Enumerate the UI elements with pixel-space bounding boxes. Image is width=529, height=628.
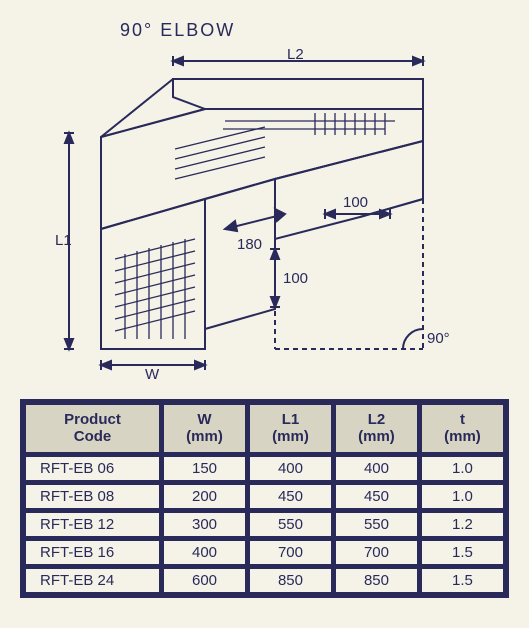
- cell-t: 1.5: [421, 568, 504, 593]
- dim-label-l1: L1: [55, 232, 72, 249]
- cell-w: 200: [163, 484, 246, 509]
- table-row: RFT-EB 082004504501.0: [25, 484, 504, 509]
- cell-w: 400: [163, 540, 246, 565]
- dim-label-100a: 100: [343, 194, 368, 211]
- cell-l1: 850: [249, 568, 332, 593]
- cell-l2: 550: [335, 512, 418, 537]
- cell-l1: 700: [249, 540, 332, 565]
- col-header-l1: L1(mm): [249, 404, 332, 453]
- cell-t: 1.2: [421, 512, 504, 537]
- page-title: 90° ELBOW: [120, 20, 509, 41]
- dim-label-100b: 100: [283, 270, 308, 287]
- cell-l2: 850: [335, 568, 418, 593]
- dim-label-180: 180: [237, 236, 262, 253]
- cell-t: 1.0: [421, 456, 504, 481]
- cell-code: RFT-EB 06: [25, 456, 160, 481]
- cell-w: 600: [163, 568, 246, 593]
- cell-l2: 700: [335, 540, 418, 565]
- cell-l2: 400: [335, 456, 418, 481]
- table-row: RFT-EB 164007007001.5: [25, 540, 504, 565]
- spec-table: ProductCodeW(mm)L1(mm)L2(mm)t(mm) RFT-EB…: [20, 399, 509, 598]
- cell-code: RFT-EB 08: [25, 484, 160, 509]
- elbow-diagram: L2 L1 W 180 100 100 90°: [25, 49, 505, 379]
- cell-t: 1.5: [421, 540, 504, 565]
- cell-code: RFT-EB 24: [25, 568, 160, 593]
- cell-l2: 450: [335, 484, 418, 509]
- cell-w: 150: [163, 456, 246, 481]
- col-header-t: t(mm): [421, 404, 504, 453]
- dim-label-90deg: 90°: [427, 330, 450, 347]
- col-header-w: W(mm): [163, 404, 246, 453]
- dim-label-w: W: [145, 366, 160, 379]
- col-header-code: ProductCode: [25, 404, 160, 453]
- table-row: RFT-EB 123005505501.2: [25, 512, 504, 537]
- dim-label-l2: L2: [287, 49, 304, 63]
- cell-w: 300: [163, 512, 246, 537]
- cell-l1: 550: [249, 512, 332, 537]
- cell-code: RFT-EB 16: [25, 540, 160, 565]
- table-row: RFT-EB 246008508501.5: [25, 568, 504, 593]
- cell-l1: 400: [249, 456, 332, 481]
- cell-code: RFT-EB 12: [25, 512, 160, 537]
- cell-l1: 450: [249, 484, 332, 509]
- table-row: RFT-EB 061504004001.0: [25, 456, 504, 481]
- cell-t: 1.0: [421, 484, 504, 509]
- col-header-l2: L2(mm): [335, 404, 418, 453]
